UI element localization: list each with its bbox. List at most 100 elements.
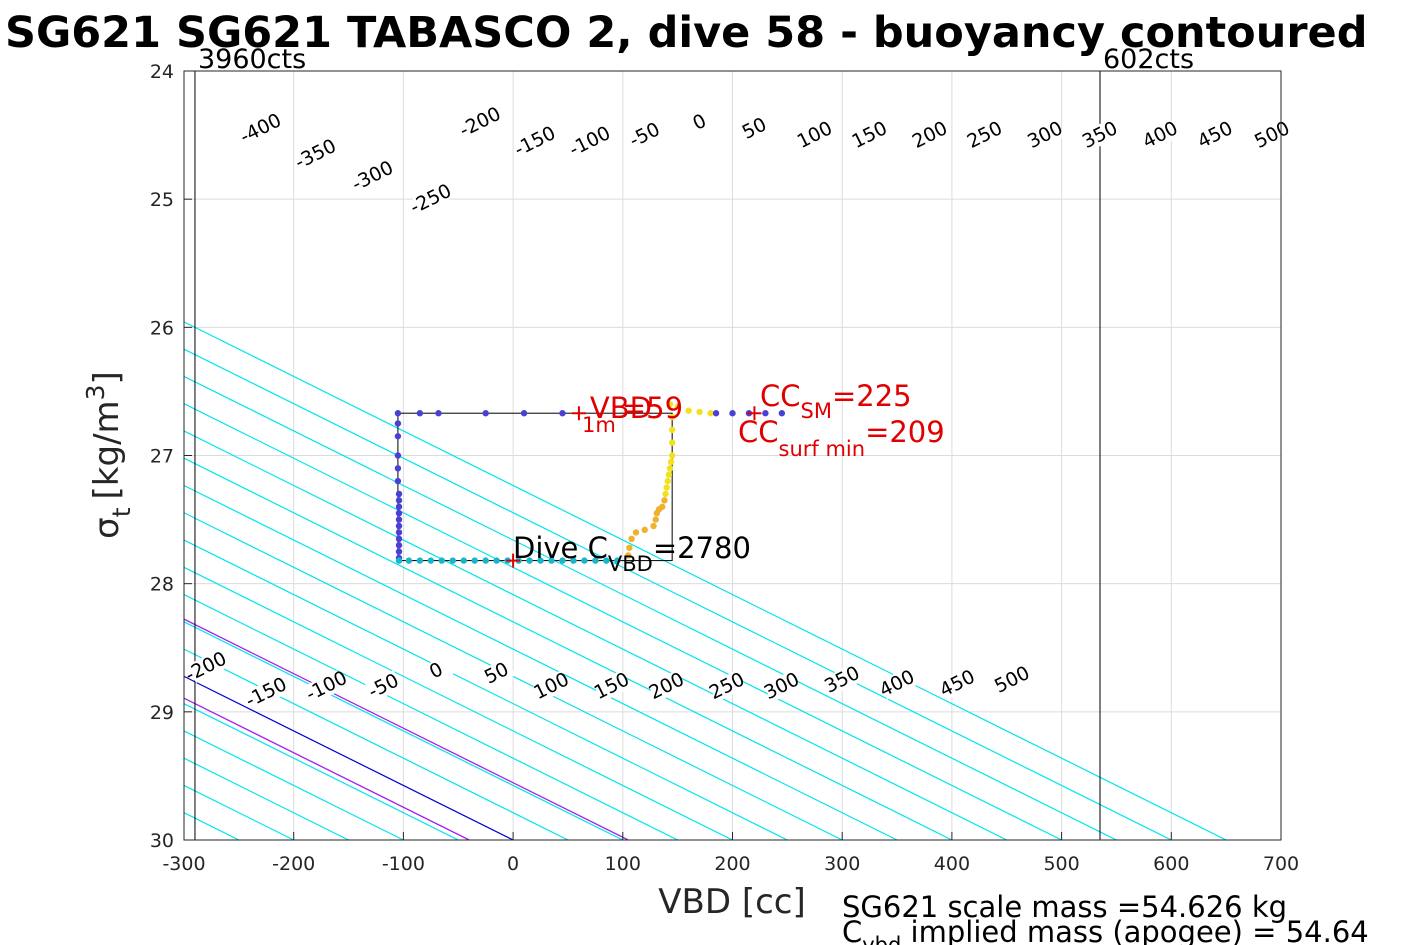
data-point — [416, 557, 424, 564]
dive-path-box — [397, 412, 673, 562]
contour-label-bg — [532, 670, 571, 703]
contour-label-bg — [993, 663, 1032, 696]
data-point — [520, 410, 528, 417]
data-point — [395, 490, 403, 498]
x-tick-label: 100 — [605, 853, 641, 875]
data-point — [661, 497, 668, 504]
limit-label: 602cts — [1103, 44, 1194, 75]
data-point — [667, 458, 675, 466]
contour-label-bg — [966, 119, 1004, 152]
data-point — [548, 557, 555, 564]
contour-label-bg — [307, 670, 346, 703]
vbd-1m-annotation: VBD1m =59 — [582, 391, 683, 437]
data-point — [537, 557, 544, 564]
data-points — [394, 401, 786, 564]
contour-label-bg — [296, 138, 335, 171]
cc-surf-min-annotation: CCsurf min=209 — [738, 415, 945, 461]
data-point — [628, 535, 635, 543]
data-point — [395, 548, 403, 555]
x-tick-label: -300 — [162, 853, 205, 875]
contour-line — [184, 702, 459, 840]
data-point — [625, 552, 632, 559]
data-point — [659, 503, 666, 510]
data-point — [581, 557, 588, 564]
contour-label-bg — [593, 670, 631, 703]
data-point — [685, 407, 692, 414]
dive-c-vbd-annotation: Dive CVBD=2780 — [513, 531, 751, 576]
data-point — [395, 535, 403, 543]
data-point — [603, 557, 610, 564]
contour-line — [184, 675, 514, 840]
contour-line — [184, 539, 788, 840]
data-point — [405, 557, 413, 564]
red-markers — [506, 406, 762, 568]
contour-label-bg — [823, 663, 861, 696]
data-point — [395, 557, 403, 564]
contour-label-bg — [461, 106, 499, 139]
contour-label-bg — [1081, 119, 1119, 152]
contour-label-bg — [1026, 119, 1064, 152]
data-point — [559, 557, 566, 564]
plus-marker — [747, 406, 762, 421]
contour-line — [184, 375, 1117, 840]
data-point — [394, 433, 402, 440]
y-tick-label: 30 — [150, 830, 174, 852]
data-point — [666, 401, 674, 408]
contour-line — [184, 566, 733, 840]
data-point — [664, 477, 671, 485]
y-axis-ticks: 24 25 26 27 28 29 30 — [150, 61, 192, 852]
data-point — [778, 410, 786, 417]
x-tick-label: -100 — [382, 853, 425, 875]
data-point — [668, 439, 676, 446]
contour-label-bg — [187, 650, 225, 684]
y-tick-label: 28 — [150, 574, 174, 596]
plus-marker — [571, 406, 586, 421]
contour-line — [184, 512, 843, 840]
contour-label-bg — [795, 119, 834, 152]
y-tick-label: 29 — [150, 702, 174, 724]
data-point — [668, 413, 676, 421]
contour-label-bg — [625, 119, 664, 152]
data-point — [395, 516, 403, 523]
contour-label-bg — [1141, 119, 1180, 152]
data-point — [395, 522, 403, 530]
contour-label-bg — [850, 119, 889, 152]
data-point — [632, 529, 640, 536]
contour-line — [184, 403, 1062, 840]
data-point — [626, 544, 633, 551]
contour-line — [184, 648, 569, 840]
contour-label-bg — [763, 670, 801, 703]
x-axis-ticks: -300 -200 -100 0 100 200 300 400 500 600 700 — [162, 832, 1299, 875]
vbd-limit-lines: 3960cts 602cts — [194, 44, 1194, 840]
data-point — [641, 526, 648, 534]
chart-title: SG621 SG621 TABASCO 2, dive 58 - buoyanc… — [5, 8, 1367, 58]
data-point — [416, 410, 424, 417]
contour-label-bg — [938, 667, 977, 700]
contour-line — [184, 430, 1008, 840]
plus-marker — [506, 553, 521, 568]
contour-label-bg — [477, 657, 516, 690]
contour-label-bg — [516, 125, 554, 158]
contour-label-bg — [571, 125, 609, 158]
contour-label-bg — [353, 160, 392, 193]
data-point — [668, 426, 676, 434]
data-point — [526, 557, 533, 564]
limit-label: 3960cts — [198, 44, 306, 75]
data-point — [663, 484, 670, 491]
contour-line — [184, 321, 1227, 840]
contour-label-bg — [417, 654, 456, 687]
data-point — [395, 542, 403, 549]
data-point — [729, 410, 736, 417]
data-point — [394, 465, 402, 472]
cc-sm-annotation: CCSM=225 — [760, 379, 912, 423]
contour-label-bg — [647, 670, 686, 703]
y-tick-label: 24 — [150, 61, 174, 83]
contour-label-bg — [364, 670, 403, 703]
contour-line — [184, 457, 953, 840]
x-axis-label: VBD [cc] — [658, 882, 806, 922]
magenta-line — [184, 697, 470, 840]
x-tick-label: -200 — [272, 853, 315, 875]
x-tick-label: 500 — [1043, 853, 1079, 875]
y-axis-label: σt[kg/m3] — [81, 371, 136, 539]
data-point — [438, 557, 445, 564]
